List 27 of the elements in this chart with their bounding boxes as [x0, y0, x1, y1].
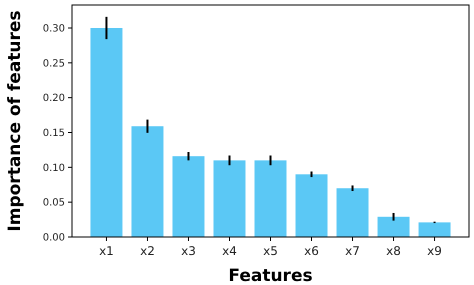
y-tick-label: 0.00 [42, 232, 65, 244]
x-tick-label: x3 [181, 244, 196, 258]
x-axis-title: Features [228, 266, 313, 285]
bar [378, 216, 410, 237]
y-tick-label: 0.10 [42, 162, 65, 174]
y-tick-label: 0.15 [42, 128, 65, 139]
y-tick-label: 0.20 [42, 93, 65, 104]
x-tick-label: x7 [345, 244, 360, 258]
bar [90, 28, 122, 237]
x-tick-label: x5 [263, 244, 278, 258]
x-tick-label: x2 [140, 244, 155, 258]
y-tick-label: 0.25 [42, 58, 65, 70]
bar [296, 174, 328, 237]
x-tick-label: x4 [222, 244, 237, 258]
bar [254, 160, 286, 237]
x-tick-label: x9 [427, 244, 442, 258]
x-tick-label: x6 [304, 244, 319, 258]
bar [131, 126, 164, 237]
bar [418, 222, 451, 237]
bar [213, 160, 246, 237]
bar [172, 156, 204, 237]
y-tick-label: 0.30 [42, 23, 65, 34]
bar [336, 188, 369, 237]
x-tick-label: x8 [386, 244, 401, 258]
y-tick-label: 0.05 [42, 198, 65, 209]
x-tick-label: x1 [99, 244, 114, 258]
y-axis-title: Importance of features [5, 10, 25, 232]
